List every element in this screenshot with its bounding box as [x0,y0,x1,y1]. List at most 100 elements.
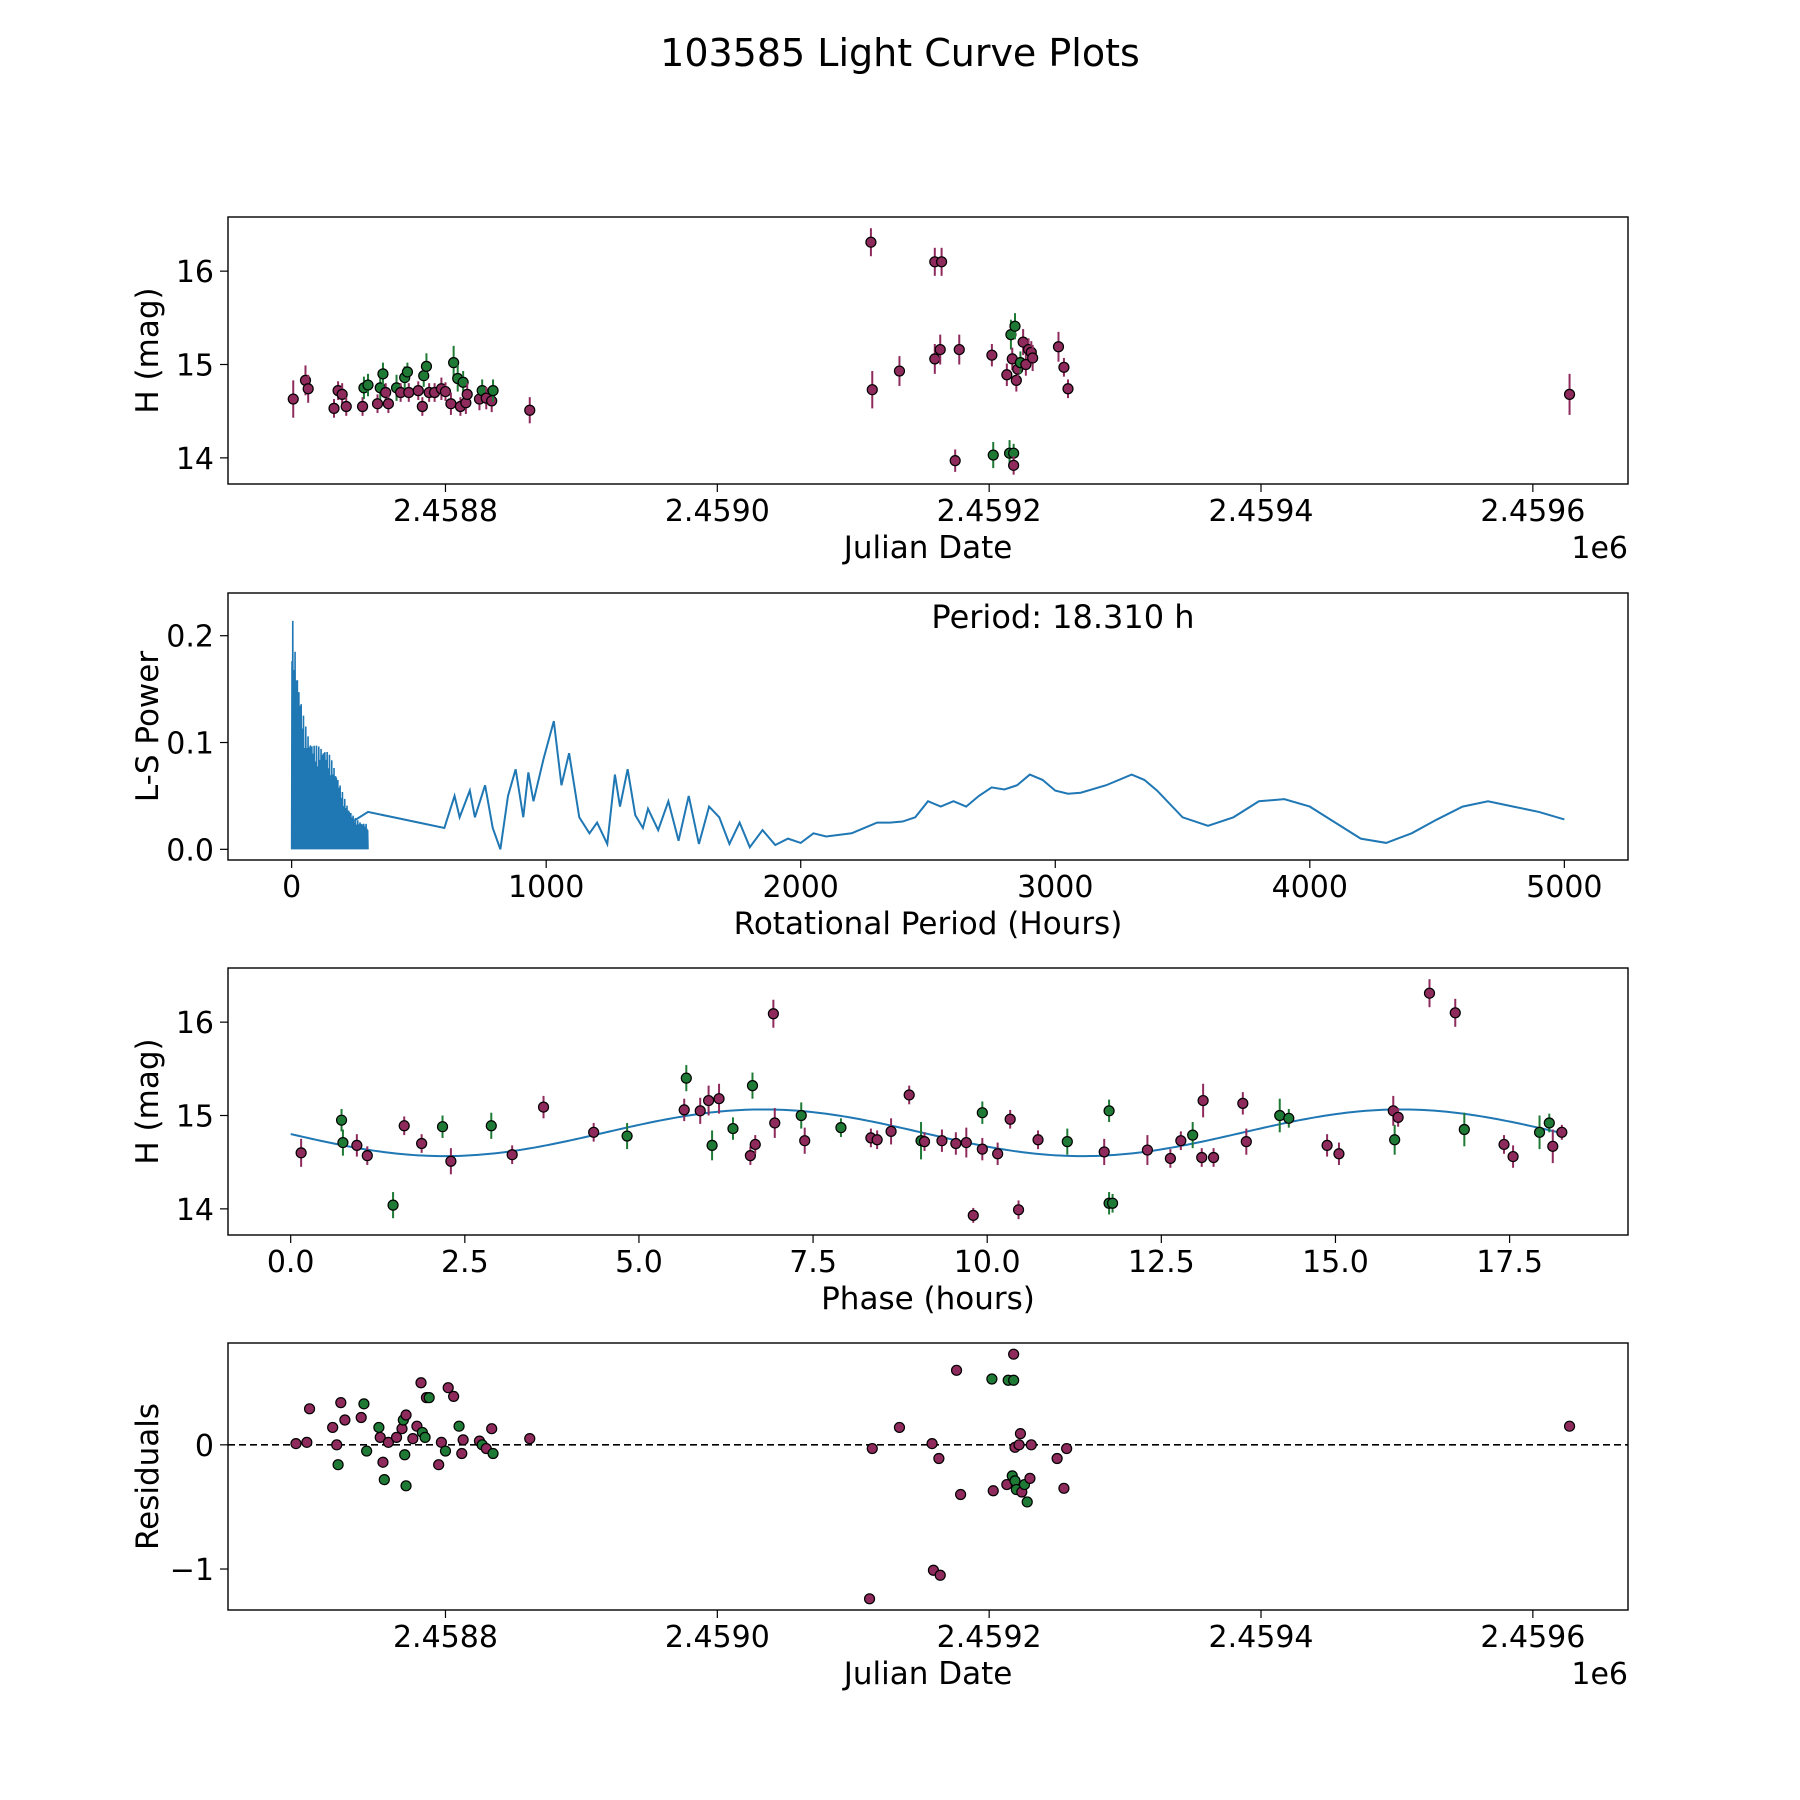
data-point [1008,1348,1020,1360]
data-point [355,1411,367,1424]
x-axis-label: Julian Date [842,530,1013,566]
data-point [1237,1097,1249,1109]
data-point [382,1436,394,1448]
x-tick-label: 2.4592 [937,494,1042,529]
data-point [1008,1374,1020,1386]
y-tick-label: 14 [176,1193,214,1228]
data-point [371,398,384,410]
x-tick-label: 4000 [1272,870,1348,905]
data-point [1333,1148,1345,1160]
x-tick-label: 2.4588 [393,1620,498,1655]
data-point [398,1120,410,1132]
data-point [934,343,946,356]
x-tick-label: 0 [282,870,301,905]
x-tick-label: 2.5 [441,1245,489,1280]
plot-area-phased-light-curve [290,979,1568,1223]
data-point [399,1449,411,1461]
data-point [621,1130,633,1142]
data-point [866,384,878,396]
x-offset-label: 1e6 [1571,1657,1628,1692]
data-point [335,1114,348,1126]
y-tick-label: 0 [195,1429,214,1464]
data-point [987,449,999,461]
y-tick-label: 15 [176,1100,214,1135]
data-point [456,1447,468,1460]
data-point [377,368,389,380]
x-tick-label: 5.0 [615,1245,663,1280]
y-tick-label: 15 [176,349,214,384]
data-point [678,1104,690,1116]
data-point [412,385,424,397]
data-point [416,400,428,413]
data-point [1013,1439,1025,1451]
data-point [1563,1420,1576,1432]
data-point [361,1445,373,1457]
data-point [445,398,457,410]
data-point [433,1459,445,1471]
panel-phased-light-curve: 0.0 2.5 5.0 7.5 10.0 12.5 15.0 17.5 14 15 16 Phase … [130,967,1629,1317]
data-point [950,1364,963,1376]
data-point [1533,1126,1546,1138]
data-point [401,366,414,378]
data-point [1103,1105,1115,1117]
data-point [356,400,369,413]
data-point [769,1117,781,1129]
data-point [865,236,877,248]
data-point [332,1459,344,1471]
x-tick-label: 2.4596 [1480,494,1585,529]
data-point [1012,1204,1025,1216]
x-tick-label: 17.5 [1476,1245,1543,1280]
data-point [702,1094,715,1107]
x-tick-label: 1000 [508,870,584,905]
data-point [1175,1135,1187,1147]
data-point [795,1109,807,1122]
data-point [749,1138,761,1151]
data-point [893,1421,906,1434]
data-point [423,1392,435,1404]
data-point [487,1447,499,1460]
plot-area-residuals [228,1348,1628,1605]
x-axis-label: Rotational Period (Hours) [734,906,1123,942]
data-point [374,1431,386,1443]
data-point [415,1377,427,1389]
period-annotation: Period: 18.310 h [931,598,1194,636]
data-point [987,1485,999,1497]
x-tick-label: 2.4594 [1209,494,1314,529]
data-point [680,1072,692,1084]
data-point [373,1421,385,1434]
panel-periodogram: 0 1000 2000 3000 4000 5000 0.0 0.1 0.2 Rotational… [130,592,1629,942]
x-axis-label: Phase (hours) [821,1281,1035,1317]
data-point [1321,1139,1333,1151]
data-point [382,398,394,410]
data-point [457,1434,469,1446]
data-point [302,383,314,395]
data-point [1061,1442,1073,1455]
data-point [992,1148,1004,1160]
x-axis-label: Julian Date [842,1656,1013,1692]
data-point [1027,352,1039,364]
data-point [1062,383,1074,395]
data-point [331,1439,343,1451]
data-point [1024,1472,1036,1484]
data-point [934,1569,946,1581]
data-point [950,1137,962,1150]
x-tick-label: 15.0 [1302,1245,1369,1280]
data-point [903,1089,915,1101]
data-point [1025,1439,1037,1451]
data-point [486,395,498,407]
data-point [1051,1452,1063,1465]
data-point [727,1122,739,1135]
data-point [303,1403,316,1415]
data-point [949,455,961,467]
data-point [1008,459,1020,471]
data-point [524,1433,536,1445]
data-point [976,1107,988,1119]
data-point [453,1420,465,1432]
data-point [1098,1146,1110,1158]
data-point [871,1134,883,1146]
data-point [445,1155,457,1167]
data-point [439,385,452,398]
data-point [694,1105,706,1117]
data-point [713,1093,725,1105]
